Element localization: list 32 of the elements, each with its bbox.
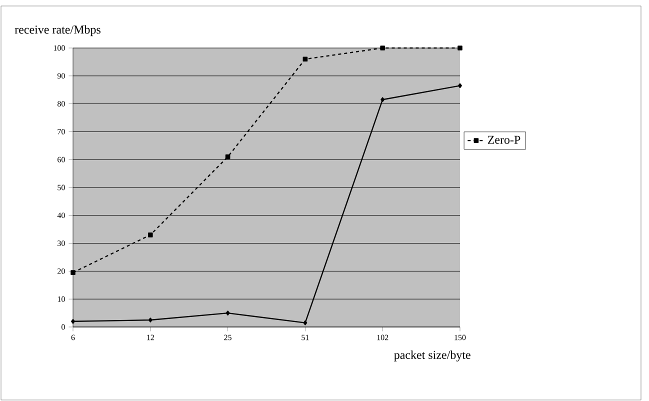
y-tick-label: 70 — [58, 128, 65, 134]
point — [226, 310, 230, 316]
y-tick-label: 100 — [54, 45, 65, 51]
x-tick-label: 6 — [71, 334, 75, 340]
x-tick-label: 25 — [224, 334, 232, 340]
y-tick-label: 0 — [62, 324, 65, 330]
y-tick-label: 60 — [58, 156, 65, 162]
legend-label: Zero-P — [488, 136, 520, 144]
point — [303, 320, 308, 326]
point — [302, 56, 308, 62]
point — [458, 46, 462, 50]
point — [380, 97, 385, 102]
x-tick-label: 51 — [302, 334, 309, 340]
x-tick-label: 102 — [377, 334, 388, 340]
point — [225, 154, 230, 160]
y-tick-label: 40 — [57, 212, 65, 218]
x-axis-title: packet size/byte — [394, 350, 470, 362]
point — [380, 46, 385, 50]
point — [148, 318, 152, 322]
point — [458, 83, 462, 88]
y-tick-label: 50 — [58, 184, 65, 190]
point — [71, 319, 75, 324]
y-tick-label: 30 — [58, 240, 65, 246]
y-tick-label: 80 — [58, 101, 65, 106]
y-tick-label: 20 — [58, 268, 65, 274]
y-tick-label: 90 — [57, 73, 65, 79]
x-tick-label: 12 — [147, 334, 154, 340]
y-tick-label: 10 — [58, 296, 65, 302]
x-tick-label: 150 — [454, 334, 466, 340]
y-axis-title: receive rate/Mbps — [14, 25, 100, 36]
point — [70, 270, 76, 275]
point — [148, 232, 153, 238]
